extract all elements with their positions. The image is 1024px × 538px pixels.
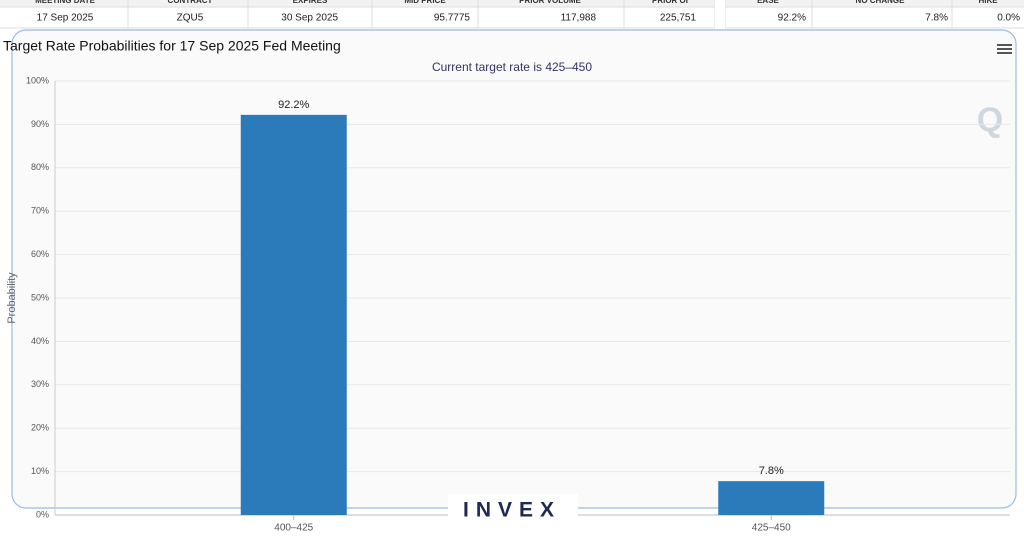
- y-tick-label: 80%: [31, 162, 49, 172]
- table-cell: 95.7775: [434, 13, 471, 24]
- y-tick-label: 30%: [31, 379, 49, 389]
- table-cell: 117,988: [561, 13, 597, 24]
- x-tick-label: 400–425: [274, 523, 313, 534]
- table-cell: 0.0%: [997, 13, 1020, 24]
- y-tick-label: 10%: [31, 466, 49, 476]
- table-header: EASE: [757, 0, 779, 5]
- table-gap: [715, 0, 725, 29]
- y-tick-label: 20%: [31, 423, 49, 433]
- menu-bar: [997, 44, 1012, 46]
- table-header: MEETING DATE: [35, 0, 96, 5]
- bar: [240, 114, 347, 516]
- chart-subtitle: Current target rate is 425–450: [432, 60, 592, 74]
- table-cell: 7.8%: [925, 13, 948, 24]
- table-header: CONTRACT: [168, 0, 213, 5]
- chart-title: Target Rate Probabilities for 17 Sep 202…: [3, 38, 341, 54]
- data-label: 92.2%: [278, 99, 309, 111]
- table-header: PRIOR OI: [652, 0, 688, 5]
- table-header: EXPIRES: [293, 0, 328, 5]
- bar: [718, 481, 825, 515]
- table-header: PRIOR VOLUME: [519, 0, 581, 5]
- table-header-bg: [0, 0, 1024, 7]
- menu-icon[interactable]: [997, 44, 1012, 54]
- chart-frame: [11, 29, 1017, 509]
- y-tick-label: 50%: [31, 292, 49, 302]
- table-header: NO CHANGE: [856, 0, 906, 5]
- watermark: INVEX: [463, 499, 561, 522]
- table-cell: 30 Sep 2025: [281, 13, 338, 24]
- y-tick-label: 70%: [31, 206, 49, 216]
- x-tick-label: 425–450: [752, 523, 791, 534]
- y-axis-label: Probability: [6, 272, 18, 324]
- menu-bar: [997, 48, 1012, 50]
- table-cell: 92.2%: [778, 13, 806, 24]
- table-header: HIKE: [978, 0, 998, 5]
- logo-icon: Q: [977, 101, 1003, 139]
- y-tick-label: 90%: [31, 119, 49, 129]
- watermark-bg: [448, 494, 578, 524]
- table-cell: 17 Sep 2025: [37, 13, 94, 24]
- y-tick-label: 60%: [31, 249, 49, 259]
- plot: 0% 10% 20% 30% 40% 50% 60% 70% 80% 90% 100% 400–425…: [26, 75, 1010, 534]
- y-tick-label: 40%: [31, 336, 49, 346]
- data-label: 7.8%: [759, 465, 784, 477]
- y-tick-label: 0%: [36, 509, 49, 519]
- menu-bar: [997, 52, 1012, 54]
- table-header: MID PRICE: [404, 0, 446, 5]
- table-cell: ZQU5: [177, 13, 204, 24]
- y-tick-label: 100%: [26, 75, 49, 85]
- table: MEETING DATE CONTRACT EXPIRES MID PRICE PRIO…: [0, 0, 1024, 29]
- table-cell: 225,751: [660, 13, 697, 24]
